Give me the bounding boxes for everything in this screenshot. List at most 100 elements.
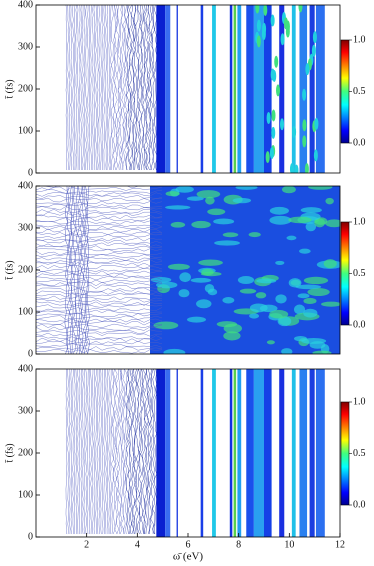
stripe [291,369,296,537]
blob [303,308,318,318]
contour-line [36,329,163,334]
blob [314,117,319,130]
blob [256,19,261,32]
stripe [165,5,171,173]
contour-line [36,346,163,351]
contour-line [130,369,134,535]
blob [274,55,279,68]
contour-line [114,369,118,535]
blob [270,68,275,81]
colorbar [340,221,350,326]
blob [255,292,267,299]
contour-line [78,5,81,171]
blob [248,232,261,238]
contour-line [64,186,69,354]
contour-line [110,369,112,535]
contour-line [80,5,82,171]
blob [223,331,241,341]
contour-line [123,5,128,171]
contour-line [145,369,149,535]
blob [280,33,285,46]
contour-line [75,5,78,171]
contour-line [125,5,129,171]
contour-line [36,239,163,244]
blob [269,309,289,319]
x-tick-label: 8 [236,539,241,550]
blob [286,235,297,241]
blob [190,277,212,283]
blob [313,149,318,162]
contour-line [36,220,163,225]
contour-line [106,369,109,535]
stripe [200,5,204,173]
contour-line [125,369,130,535]
contour-line [36,315,163,320]
stripe [315,369,325,537]
contour-line [36,284,163,289]
blob [263,5,268,16]
blob [214,240,241,246]
contour-line [92,5,94,171]
contour-line [36,281,163,287]
contour-line [70,5,73,171]
colorbar [340,401,350,506]
x-tick-label: 12 [335,539,345,550]
contour-line [150,5,154,171]
blob [303,276,329,285]
blob [237,276,255,285]
contour-line [36,214,163,219]
blob [269,215,292,225]
contour-line [142,5,146,171]
contour-line [138,369,143,535]
blob [249,313,260,319]
contour-line [128,369,133,535]
y-tick-label: 0 [28,167,33,178]
contour-line [36,321,163,326]
blob [239,288,257,294]
blob [323,259,337,269]
stripe [176,369,178,537]
blob [302,88,307,101]
contour-line [122,369,126,535]
blob [191,220,211,229]
contour-line [101,5,104,171]
contour-line [110,369,115,535]
y-axis-label: t̄ (fs) [4,260,15,280]
contour-line [127,369,131,535]
stripe [299,369,308,537]
blob [311,44,316,57]
contour-line [117,5,121,171]
contour-line [105,5,107,171]
contour-line [72,186,77,354]
blob [301,338,327,344]
contour-line [77,369,79,535]
colorbar-tick-label: 1.0 [353,34,366,45]
contour-line [151,5,156,171]
blob [266,112,271,125]
blob [205,196,215,205]
blob [321,301,340,307]
contour-line [100,369,102,535]
stripe [291,5,296,173]
contour-line [138,5,143,171]
contour-line [133,5,138,171]
contour-line [88,369,91,535]
blob [163,348,186,354]
contour-line [36,279,163,284]
contour-line [36,231,163,236]
stripe [212,369,216,537]
blob [281,186,296,194]
blob [153,321,179,330]
contour-line [36,237,163,242]
blob [271,109,276,122]
contour-line [153,369,158,535]
blob [294,164,299,173]
blob [200,271,222,277]
blob [150,277,172,283]
stripe [229,5,233,173]
blob [167,263,190,270]
contour-line [83,5,86,171]
contour-line [90,5,92,171]
contour-line [36,301,163,306]
contour-line [36,265,163,270]
